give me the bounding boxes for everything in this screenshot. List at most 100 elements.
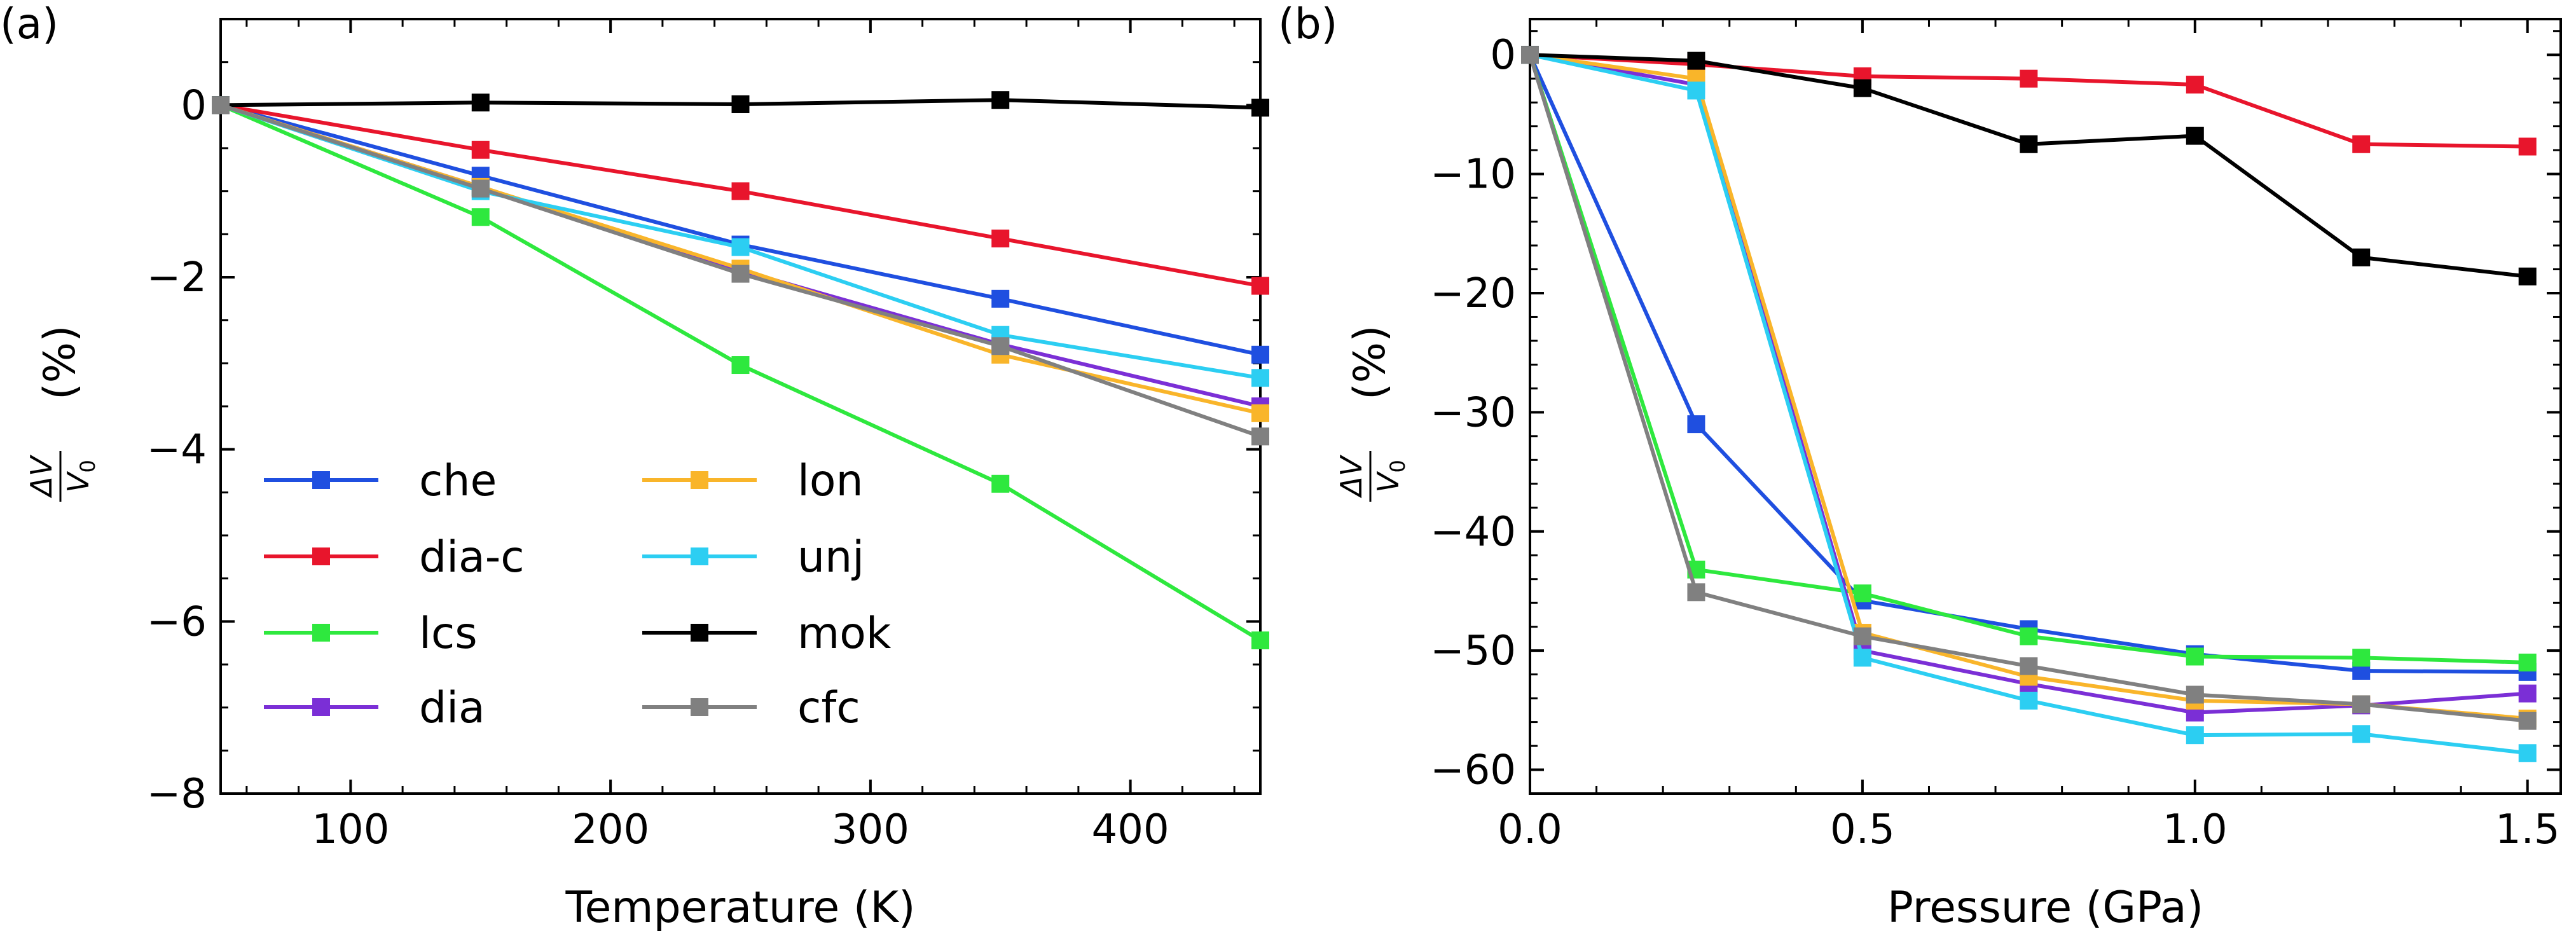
data-point-lcs — [2186, 647, 2204, 666]
y-label-denominator: V0 — [1371, 460, 1410, 493]
legend-marker — [691, 471, 708, 489]
y-tick-label: −6 — [147, 598, 207, 645]
legend-item-mok: mok — [642, 609, 892, 659]
data-point-unj — [2020, 691, 2038, 710]
y-tick-label: −60 — [1430, 747, 1516, 794]
data-point-che — [991, 289, 1010, 308]
data-point-cfc — [1687, 583, 1705, 602]
legend-item-lon: lon — [642, 456, 864, 506]
data-point-mok — [731, 95, 750, 113]
panel-b: 0.0 0.5 1.0 1.5 −60 −50 −40 −30 −20 −10 0 Pressure … — [1278, 0, 2562, 933]
data-point-unj — [1687, 81, 1705, 100]
y-tick-label: −10 — [1430, 151, 1516, 198]
data-point-cfc — [2352, 695, 2371, 713]
data-point-dia-c — [1251, 277, 1269, 295]
data-point-cfc — [212, 96, 230, 114]
legend-label: dia — [419, 683, 485, 733]
x-axis-label: Temperature (K) — [565, 883, 915, 933]
data-point-mok — [471, 93, 490, 112]
data-point-lcs — [471, 208, 490, 226]
legend-marker — [691, 547, 708, 565]
y-tick-label: −2 — [147, 254, 207, 301]
legend-label: dia-c — [419, 532, 525, 582]
series-line-che — [220, 103, 1261, 357]
series-mok — [1521, 46, 2537, 286]
data-point-mok — [991, 91, 1010, 109]
legend-marker — [312, 471, 330, 489]
y-tick-label: −20 — [1430, 270, 1516, 317]
x-axis-label: Pressure (GPa) — [1887, 883, 2203, 933]
data-point-unj — [1251, 369, 1269, 387]
legend-label: unj — [797, 532, 864, 582]
legend-item-unj: unj — [642, 532, 864, 582]
legend: che dia-c lcs dia lon unj mok cfc — [264, 456, 892, 733]
data-point-dia — [2518, 684, 2537, 703]
data-point-lcs — [1853, 584, 1871, 603]
legend-marker — [312, 698, 330, 716]
y-label-denominator: V0 — [61, 460, 100, 493]
data-point-mok — [1853, 79, 1871, 97]
legend-item-cfc: cfc — [642, 683, 860, 733]
legend-marker — [312, 624, 330, 642]
data-point-dia-c — [2186, 76, 2204, 94]
data-point-dia-c — [2352, 135, 2371, 153]
data-point-cfc — [731, 265, 750, 283]
x-tick-label: 100 — [312, 806, 389, 853]
legend-marker — [691, 624, 708, 642]
data-point-lcs — [1251, 631, 1269, 650]
series-che — [212, 96, 1269, 364]
data-point-cfc — [1521, 46, 1539, 64]
data-point-lcs — [731, 356, 750, 375]
data-point-cfc — [2518, 712, 2537, 730]
data-point-lcs — [2352, 649, 2371, 667]
x-tick-label: 1.0 — [2163, 806, 2228, 853]
y-label-numerator: ΔV — [24, 454, 59, 498]
legend-label: cfc — [797, 683, 860, 733]
plot-frame — [1529, 18, 2562, 795]
legend-item-dia-c: dia-c — [264, 532, 525, 582]
y-tick-label: −50 — [1430, 628, 1516, 675]
data-point-dia-c — [2020, 69, 2038, 88]
data-point-cfc — [1251, 427, 1269, 446]
y-tick-label: −4 — [147, 427, 207, 474]
data-point-unj — [2518, 744, 2537, 762]
data-point-che — [1251, 345, 1269, 364]
series-lcs — [212, 96, 1269, 650]
legend-item-che: che — [264, 456, 497, 506]
data-point-unj — [2352, 725, 2371, 743]
legend-label: che — [419, 456, 497, 506]
series-cfc — [212, 96, 1269, 446]
data-point-unj — [1853, 649, 1871, 667]
legend-label: lcs — [419, 609, 478, 659]
data-point-lcs — [2518, 653, 2537, 671]
y-tick-label: −8 — [147, 771, 207, 818]
panel-label: (a) — [0, 0, 59, 48]
data-point-mok — [2020, 135, 2038, 153]
y-label-unit: (%) — [35, 325, 85, 400]
data-point-mok — [1251, 99, 1269, 117]
data-point-cfc — [2020, 657, 2038, 675]
data-point-dia-c — [2518, 137, 2537, 156]
panel-label: (b) — [1278, 0, 1337, 48]
y-label-subscript: 0 — [76, 460, 100, 472]
y-label-subscript: 0 — [1386, 460, 1410, 472]
data-point-mok — [2186, 127, 2204, 145]
x-tick-label: 0.5 — [1830, 806, 1895, 853]
y-label-numerator: ΔV — [1334, 454, 1368, 498]
series-mok — [212, 91, 1269, 117]
data-point-dia-c — [991, 230, 1010, 248]
data-point-lcs — [2020, 627, 2038, 645]
x-tick-label: 1.5 — [2495, 806, 2560, 853]
legend-marker — [312, 547, 330, 565]
legend-item-dia: dia — [264, 683, 485, 733]
y-axis-label: ΔV V0 (%) — [24, 325, 100, 502]
y-tick-label: 0 — [1490, 32, 1516, 79]
legend-label: lon — [797, 456, 864, 506]
y-tick-label: 0 — [181, 82, 207, 129]
data-point-unj — [731, 238, 750, 256]
legend-label: mok — [797, 609, 892, 659]
data-point-dia-c — [471, 141, 490, 159]
legend-marker — [691, 698, 708, 716]
legend-item-lcs: lcs — [264, 609, 478, 659]
